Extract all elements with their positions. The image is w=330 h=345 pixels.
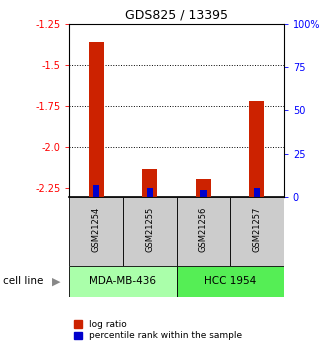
Bar	[93, 185, 99, 197]
Text: GSM21257: GSM21257	[252, 207, 261, 253]
Bar	[142, 169, 157, 197]
Text: GSM21256: GSM21256	[199, 207, 208, 253]
Bar	[177, 197, 230, 266]
Text: cell line: cell line	[3, 276, 44, 286]
Text: HCC 1954: HCC 1954	[204, 276, 256, 286]
Bar	[200, 190, 207, 197]
Bar	[249, 101, 265, 197]
Title: GDS825 / 13395: GDS825 / 13395	[125, 9, 228, 22]
Bar	[88, 42, 104, 197]
Text: ▶: ▶	[52, 276, 60, 286]
Bar	[177, 266, 284, 297]
Text: GSM21254: GSM21254	[92, 207, 101, 253]
Bar	[254, 188, 260, 197]
Bar	[230, 197, 284, 266]
Bar	[196, 179, 211, 197]
Legend: log ratio, percentile rank within the sample: log ratio, percentile rank within the sa…	[74, 320, 242, 341]
Text: MDA-MB-436: MDA-MB-436	[89, 276, 156, 286]
Text: GSM21255: GSM21255	[145, 207, 154, 253]
Bar	[123, 197, 177, 266]
Bar	[69, 266, 177, 297]
Bar	[147, 188, 153, 197]
Bar	[69, 197, 123, 266]
